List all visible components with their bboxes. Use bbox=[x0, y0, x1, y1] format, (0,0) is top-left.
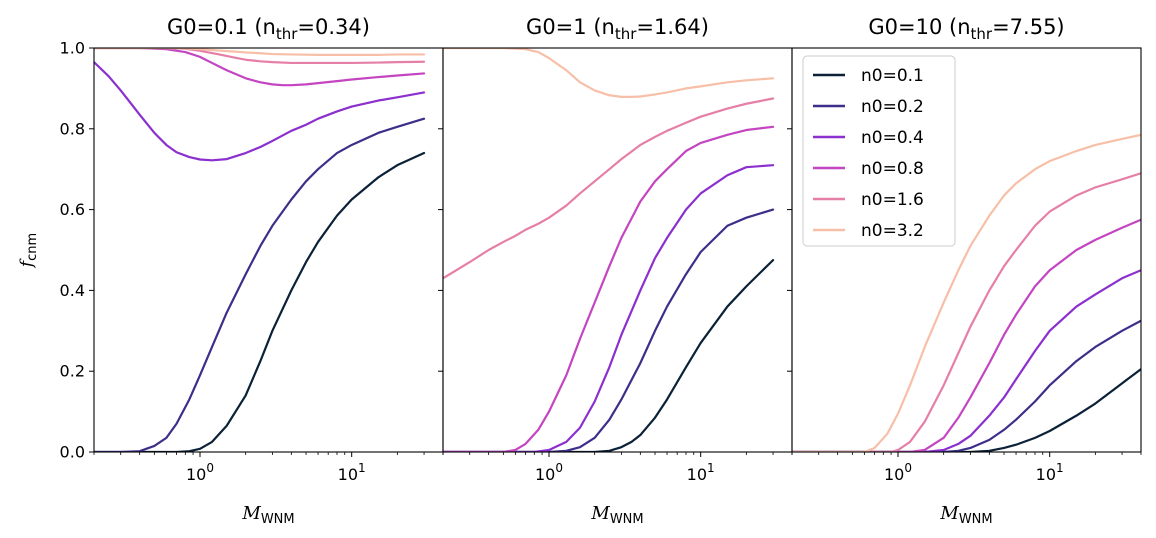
series-line-n0-3-2 bbox=[94, 48, 426, 56]
series-line-n0-0-8 bbox=[792, 218, 1141, 452]
series-line-n0-0-4 bbox=[792, 269, 1141, 452]
x-tick-label: 100 bbox=[884, 461, 912, 484]
series-line-n0-1-6 bbox=[94, 48, 426, 65]
series-line-n0-0-1 bbox=[94, 151, 426, 452]
y-tick-label: 0.2 bbox=[60, 362, 85, 381]
legend-item: n0=0.4 bbox=[813, 128, 924, 148]
legend-item: n0=3.2 bbox=[813, 221, 924, 241]
y-tick-label: 0.4 bbox=[60, 281, 85, 300]
panel-frame bbox=[442, 47, 793, 453]
panel-title: G0=10 (nthr=7.55) bbox=[868, 15, 1064, 43]
legend-label: n0=0.4 bbox=[861, 128, 924, 148]
panel-frame bbox=[791, 47, 1142, 453]
panel-3: 100 101 G0=10 (nthr=7.55) MWNM bbox=[787, 15, 1142, 527]
panel-title: G0=1 (nthr=1.64) bbox=[526, 15, 709, 43]
legend-item: n0=0.1 bbox=[813, 66, 924, 86]
x-axis-label: MWNM bbox=[590, 503, 643, 527]
y-tick-label: 0.0 bbox=[60, 443, 85, 462]
series-group bbox=[792, 133, 1141, 452]
series-line-n0-3-2 bbox=[792, 133, 1141, 452]
legend-item: n0=1.6 bbox=[813, 190, 924, 210]
series-group bbox=[443, 48, 775, 452]
legend-label: n0=0.2 bbox=[861, 97, 924, 117]
series-line-n0-0-8 bbox=[443, 125, 775, 452]
series-line-n0-3-2 bbox=[443, 48, 775, 98]
x-axis-label: MWNM bbox=[241, 503, 294, 527]
legend-item: n0=0.8 bbox=[813, 159, 924, 179]
series-line-n0-1-6 bbox=[792, 172, 1141, 452]
panel-title: G0=0.1 (nthr=0.34) bbox=[167, 15, 370, 43]
series-line-n0-0-2 bbox=[94, 117, 426, 452]
x-tick-label: 100 bbox=[535, 461, 563, 484]
series-line-n0-0-2 bbox=[443, 208, 775, 452]
y-tick-label: 0.8 bbox=[60, 119, 85, 138]
panel-1: 0.0 0.2 0.4 0.6 0.8 1.0 100 101 G0=0.1 (nthr=0.3… bbox=[60, 15, 444, 527]
series-line-n0-0-4 bbox=[443, 164, 775, 452]
legend-item: n0=0.2 bbox=[813, 97, 924, 117]
panel-frame bbox=[93, 47, 444, 453]
x-tick-label: 101 bbox=[1036, 461, 1064, 484]
x-axis-label: MWNM bbox=[939, 503, 992, 527]
series-group bbox=[94, 48, 426, 452]
legend-label: n0=3.2 bbox=[861, 221, 924, 241]
series-line-n0-1-6 bbox=[443, 97, 775, 280]
series-line-n0-0-2 bbox=[792, 319, 1141, 452]
panels-layer: 0.0 0.2 0.4 0.6 0.8 1.0 100 101 G0=0.1 (nthr=0.3… bbox=[17, 15, 1142, 527]
y-axis-label: fcnm bbox=[17, 233, 40, 269]
x-tick-label: 101 bbox=[687, 461, 715, 484]
series-line-n0-0-1 bbox=[443, 259, 775, 452]
x-tick-label: 101 bbox=[338, 461, 366, 484]
legend-label: n0=0.8 bbox=[861, 159, 924, 179]
legend-label: n0=0.1 bbox=[861, 66, 924, 86]
panel-2: 100 101 G0=1 (nthr=1.64) MWNM bbox=[438, 15, 793, 527]
series-line-n0-0-8 bbox=[94, 48, 426, 87]
x-tick-label: 100 bbox=[186, 461, 214, 484]
legend: n0=0.1 n0=0.2 n0=0.4 n0=0.8 n0=1.6 n0=3.2 bbox=[802, 55, 956, 247]
series-line-n0-0-4 bbox=[94, 61, 426, 162]
y-tick-label: 0.6 bbox=[60, 200, 85, 219]
legend-label: n0=1.6 bbox=[861, 190, 924, 210]
y-tick-label: 1.0 bbox=[60, 39, 85, 58]
series-line-n0-0-1 bbox=[792, 368, 1141, 452]
